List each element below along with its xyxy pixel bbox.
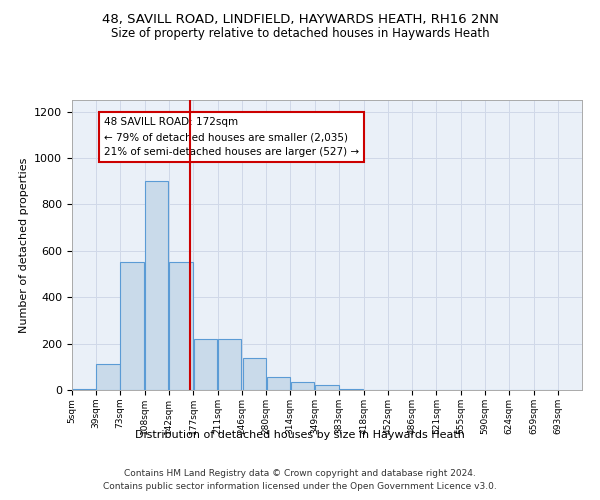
Text: Contains HM Land Registry data © Crown copyright and database right 2024.: Contains HM Land Registry data © Crown c… bbox=[124, 468, 476, 477]
Bar bbox=[266, 377, 290, 390]
Bar bbox=[145, 181, 169, 390]
Text: Distribution of detached houses by size in Haywards Heath: Distribution of detached houses by size … bbox=[135, 430, 465, 440]
Text: Contains public sector information licensed under the Open Government Licence v3: Contains public sector information licen… bbox=[103, 482, 497, 491]
Text: 48, SAVILL ROAD, LINDFIELD, HAYWARDS HEATH, RH16 2NN: 48, SAVILL ROAD, LINDFIELD, HAYWARDS HEA… bbox=[101, 12, 499, 26]
Bar bbox=[121, 262, 144, 390]
Bar bbox=[72, 389, 96, 390]
Bar bbox=[218, 339, 241, 390]
Bar bbox=[242, 358, 266, 390]
Text: 48 SAVILL ROAD: 172sqm
← 79% of detached houses are smaller (2,035)
21% of semi-: 48 SAVILL ROAD: 172sqm ← 79% of detached… bbox=[104, 118, 359, 157]
Bar bbox=[96, 364, 120, 390]
Text: Size of property relative to detached houses in Haywards Heath: Size of property relative to detached ho… bbox=[110, 28, 490, 40]
Y-axis label: Number of detached properties: Number of detached properties bbox=[19, 158, 29, 332]
Bar bbox=[339, 389, 363, 390]
Bar bbox=[315, 386, 339, 390]
Bar bbox=[290, 382, 314, 390]
Bar bbox=[169, 262, 193, 390]
Bar bbox=[194, 339, 217, 390]
